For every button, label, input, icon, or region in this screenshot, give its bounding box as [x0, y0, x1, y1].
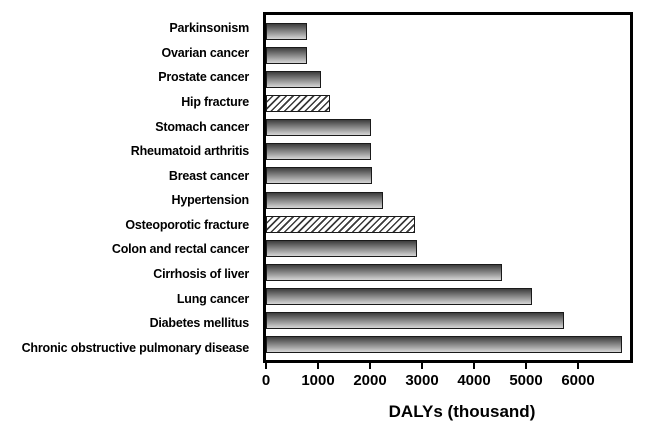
category-label: Osteoporotic fracture [125, 217, 249, 232]
x-tick-label: 4000 [457, 372, 491, 389]
bar [266, 22, 307, 40]
category-label: Hip fracture [181, 95, 249, 110]
category-label: Chronic obstructive pulmonary disease [21, 340, 250, 355]
x-tick-mark [525, 363, 527, 369]
category-axis-labels: Parkinsonism Ovarian cancer Prostate cance… [0, 12, 256, 363]
x-tick-mark [265, 363, 267, 369]
category-label: Stomach cancer [155, 119, 249, 134]
x-tick-label: 6000 [561, 372, 595, 389]
bar-row [266, 236, 630, 260]
category-label: Breast cancer [168, 168, 249, 183]
category-label: Cirrhosis of liver [153, 267, 249, 282]
bar-row [266, 285, 630, 309]
bar [266, 143, 372, 161]
x-tick-label: 0 [261, 372, 271, 389]
category-label: Rheumatoid arthritis [130, 144, 249, 159]
bar-row [266, 333, 630, 357]
bar [266, 239, 418, 257]
bar-row [266, 212, 630, 236]
x-tick-mark [317, 363, 319, 369]
category-label: Ovarian cancer [161, 45, 249, 60]
x-tick-mark [369, 363, 371, 369]
hatched-bar [266, 215, 415, 233]
x-axis: 0 1000 2000 3000 4000 5000 6000 [262, 363, 630, 397]
x-axis-title: DALYs (thousand) [388, 402, 536, 421]
category-label: Parkinsonism [169, 21, 249, 36]
hatched-bar [266, 94, 330, 112]
x-tick-label: 3000 [405, 372, 439, 389]
bar [266, 167, 372, 185]
bar [266, 312, 564, 330]
x-tick-label: 2000 [353, 372, 387, 389]
bar-row [266, 116, 630, 140]
bar [266, 70, 321, 88]
category-label: Lung cancer [176, 291, 249, 306]
bar-row [266, 260, 630, 284]
bar-row [266, 91, 630, 115]
bar-row [266, 140, 630, 164]
x-tick-mark [473, 363, 475, 369]
bars-container [266, 15, 630, 360]
x-tick-label: 5000 [509, 372, 543, 389]
bar [266, 46, 308, 64]
bar [266, 119, 371, 137]
bar-row [266, 67, 630, 91]
bar-row [266, 164, 630, 188]
x-tick-mark [421, 363, 423, 369]
category-label: Hypertension [171, 193, 250, 208]
bar-row [266, 43, 630, 67]
bar-row [266, 309, 630, 333]
bar-row [266, 188, 630, 212]
bar [266, 263, 502, 281]
bar-row [266, 19, 630, 43]
category-label: Colon and rectal cancer [111, 242, 249, 257]
category-label: Prostate cancer [158, 70, 249, 85]
plot-area [263, 12, 633, 363]
x-tick-label: 1000 [301, 372, 335, 389]
bar [266, 336, 622, 354]
bar [266, 191, 383, 209]
x-tick-mark [577, 363, 579, 369]
bar [266, 288, 532, 306]
category-label: Diabetes mellitus [149, 316, 250, 331]
